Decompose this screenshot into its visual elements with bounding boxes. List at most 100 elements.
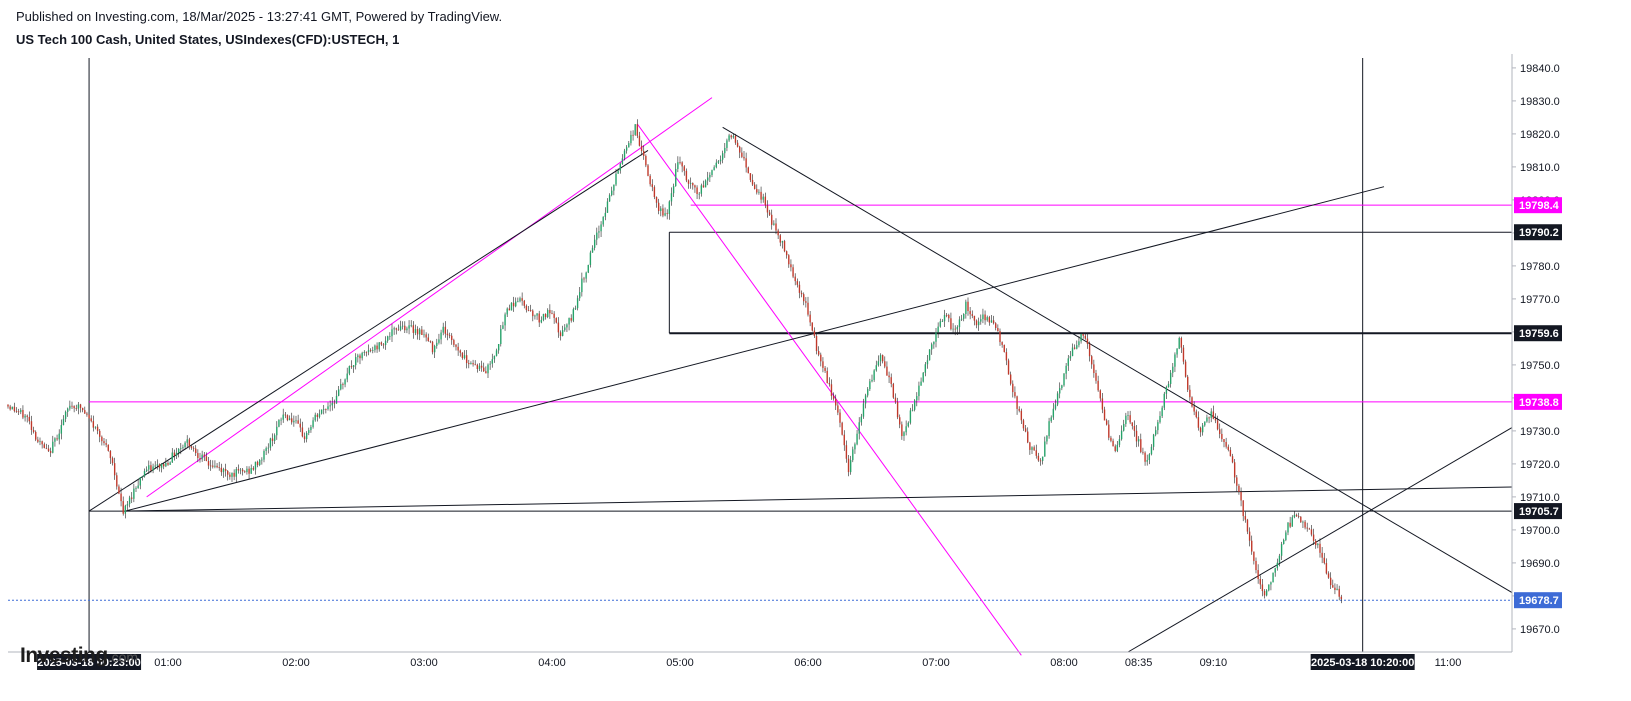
candle-down (207, 461, 210, 466)
candle-down (421, 329, 423, 336)
candle-down (948, 315, 950, 319)
candle-down (116, 475, 118, 487)
candle-up (926, 360, 929, 365)
price-tick-label: 19690.0 (1520, 558, 1560, 570)
candle-down (56, 438, 58, 440)
candle-down (638, 135, 641, 146)
candle-down (451, 335, 453, 341)
candle-down (881, 355, 884, 362)
candle-down (803, 294, 805, 302)
candle-up (148, 465, 150, 470)
candle-up (52, 441, 54, 453)
candle-down (103, 441, 105, 444)
candle-down (113, 463, 116, 476)
candle-down (1332, 585, 1334, 588)
candle-down (188, 439, 191, 447)
candle-up (1155, 430, 1157, 435)
time-tick-label: 06:00 (794, 657, 822, 669)
candle-down (1020, 410, 1023, 421)
candle-up (1287, 522, 1289, 533)
candle-up (664, 213, 666, 216)
candle-down (521, 298, 523, 301)
candle-down (790, 264, 792, 268)
candle-up (497, 343, 500, 351)
candle-down (643, 150, 645, 156)
candle-down (992, 320, 995, 324)
candle-down (967, 301, 969, 312)
candle-down (813, 330, 816, 336)
time-axis: 01:00 02:00 03:00 04:00 05:00 06:00 07:00 08:00… (8, 651, 1512, 670)
price-level-label: 19790.2 (1519, 227, 1559, 239)
time-tick-label: 01:00 (154, 657, 182, 669)
candle-up (1293, 514, 1296, 518)
candle-down (229, 474, 231, 477)
candle-up (1169, 372, 1172, 384)
candle-down (969, 311, 971, 315)
candle-up (918, 385, 920, 397)
candle-up (378, 342, 380, 350)
candle-up (587, 264, 589, 273)
candle-up (487, 364, 489, 374)
candle-down (382, 344, 385, 346)
price-tick-label: 19780.0 (1520, 261, 1560, 273)
price-level-label: 19738.8 (1519, 397, 1559, 409)
candle-up (1061, 385, 1063, 389)
price-tick-label: 19840.0 (1520, 63, 1560, 75)
candle-up (965, 301, 967, 314)
candle-up (625, 147, 628, 151)
candle-down (1227, 446, 1229, 450)
candle-up (495, 350, 498, 356)
candle-up (1201, 425, 1204, 433)
candle-down (525, 305, 528, 311)
candle-up (916, 396, 918, 401)
candle-down (448, 335, 451, 336)
candle-down (468, 363, 470, 365)
candle-up (935, 332, 937, 342)
candle-down (741, 152, 743, 157)
candle-down (483, 367, 485, 372)
candle-up (133, 488, 135, 499)
candle-up (1268, 584, 1270, 591)
candle-down (192, 447, 195, 449)
candle-down (747, 167, 749, 174)
candle-down (896, 401, 899, 418)
candle-up (320, 409, 323, 414)
candle-up (1291, 517, 1293, 527)
trendline (636, 123, 1022, 656)
candle-down (815, 335, 818, 352)
candle-up (1116, 444, 1119, 451)
candle-down (429, 341, 432, 342)
candle-up (58, 433, 60, 440)
candle-down (653, 187, 656, 198)
candle-down (798, 284, 801, 293)
candle-down (751, 179, 754, 185)
candle-down (158, 464, 161, 468)
candle-up (254, 461, 257, 470)
candle-down (1321, 552, 1323, 558)
candle-up (591, 247, 594, 253)
candle-down (199, 457, 201, 460)
candle-down (756, 188, 758, 193)
candle-down (694, 185, 696, 188)
candle-down (79, 404, 82, 408)
price-tick-label: 19810.0 (1520, 162, 1560, 174)
candle-down (163, 464, 165, 467)
candle-up (442, 326, 444, 333)
candle-down (1312, 534, 1315, 541)
candle-up (852, 449, 854, 461)
candle-down (9, 406, 11, 410)
candle-up (67, 408, 69, 412)
candle-down (884, 361, 886, 367)
candle-up (463, 355, 466, 359)
candle-down (557, 322, 560, 333)
candle-down (828, 382, 831, 385)
candle-up (711, 170, 713, 175)
current-price-label: 19678.7 (1519, 595, 1559, 607)
candle-up (135, 488, 137, 489)
candle-down (1180, 337, 1183, 348)
candle-up (630, 134, 632, 144)
candle-up (387, 336, 389, 341)
candle-up (561, 330, 564, 336)
candle-down (425, 334, 427, 338)
